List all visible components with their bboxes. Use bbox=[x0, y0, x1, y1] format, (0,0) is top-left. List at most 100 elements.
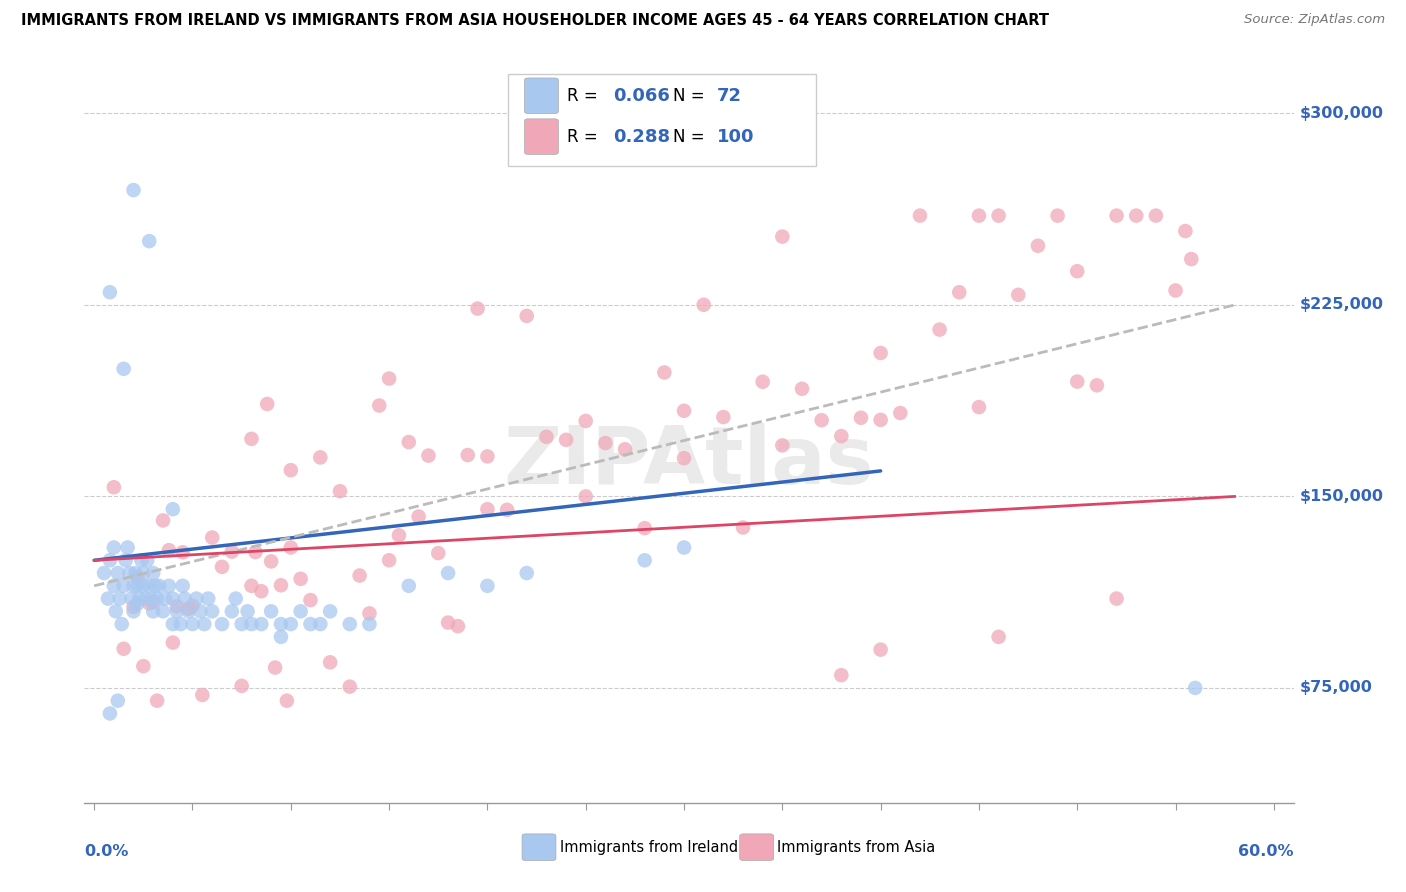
Point bbox=[193, 617, 215, 632]
Point bbox=[131, 553, 153, 567]
Point bbox=[166, 599, 188, 614]
Point bbox=[270, 630, 292, 644]
Point bbox=[270, 578, 292, 592]
Point bbox=[172, 579, 194, 593]
Point bbox=[457, 448, 479, 462]
Point bbox=[157, 579, 180, 593]
Point bbox=[869, 346, 891, 360]
Text: IMMIGRANTS FROM IRELAND VS IMMIGRANTS FROM ASIA HOUSEHOLDER INCOME AGES 45 - 64 : IMMIGRANTS FROM IRELAND VS IMMIGRANTS FR… bbox=[21, 13, 1049, 29]
Text: 0.288: 0.288 bbox=[613, 128, 669, 145]
Point bbox=[111, 617, 134, 632]
Point bbox=[368, 399, 391, 413]
Point bbox=[673, 541, 696, 555]
Point bbox=[967, 400, 990, 414]
Point bbox=[290, 604, 312, 618]
Point bbox=[98, 553, 121, 567]
Point bbox=[408, 509, 430, 524]
Point bbox=[103, 480, 125, 494]
Point bbox=[869, 642, 891, 657]
Point bbox=[132, 659, 155, 673]
Text: $300,000: $300,000 bbox=[1299, 106, 1384, 121]
Text: 0.0%: 0.0% bbox=[84, 844, 129, 858]
Point bbox=[114, 553, 136, 567]
Point bbox=[104, 604, 127, 618]
Point bbox=[634, 521, 657, 535]
Text: $225,000: $225,000 bbox=[1299, 297, 1384, 312]
Point bbox=[256, 397, 278, 411]
Point bbox=[1184, 681, 1206, 695]
Point bbox=[987, 630, 1010, 644]
Point bbox=[260, 604, 283, 618]
Point bbox=[143, 579, 166, 593]
Point bbox=[437, 566, 460, 580]
Point bbox=[132, 579, 155, 593]
Point bbox=[614, 442, 637, 457]
Text: $150,000: $150,000 bbox=[1299, 489, 1384, 504]
Point bbox=[1125, 209, 1147, 223]
Point bbox=[359, 607, 381, 621]
Point bbox=[138, 579, 160, 593]
Point bbox=[211, 559, 233, 574]
Point bbox=[673, 404, 696, 418]
Point bbox=[1164, 284, 1187, 298]
Point bbox=[221, 544, 243, 558]
Point bbox=[1174, 224, 1197, 238]
Point bbox=[1046, 209, 1069, 223]
Point bbox=[93, 566, 115, 580]
Text: 72: 72 bbox=[717, 87, 742, 104]
Point bbox=[264, 660, 287, 674]
Point bbox=[117, 541, 139, 555]
Point bbox=[181, 617, 204, 632]
Point bbox=[516, 566, 538, 580]
Point bbox=[309, 450, 332, 465]
Point bbox=[250, 617, 273, 632]
Point bbox=[157, 543, 180, 558]
Point bbox=[221, 604, 243, 618]
FancyBboxPatch shape bbox=[740, 834, 773, 861]
Point bbox=[231, 617, 253, 632]
Point bbox=[186, 591, 208, 606]
Point bbox=[290, 572, 312, 586]
Text: ZIPAtlas: ZIPAtlas bbox=[503, 423, 875, 501]
Point bbox=[103, 579, 125, 593]
Point bbox=[437, 615, 460, 630]
Point bbox=[1105, 591, 1128, 606]
Point bbox=[97, 591, 120, 606]
Text: N =: N = bbox=[673, 87, 710, 104]
Point bbox=[260, 554, 283, 568]
Point bbox=[240, 579, 263, 593]
Point bbox=[270, 617, 292, 632]
Point bbox=[319, 604, 342, 618]
Point bbox=[378, 371, 401, 385]
Point bbox=[634, 553, 657, 567]
Point bbox=[112, 579, 135, 593]
Point bbox=[128, 591, 150, 606]
Point bbox=[236, 604, 259, 618]
Text: Source: ZipAtlas.com: Source: ZipAtlas.com bbox=[1244, 13, 1385, 27]
Point bbox=[142, 604, 165, 618]
Point bbox=[987, 209, 1010, 223]
Point bbox=[190, 604, 212, 618]
Point bbox=[177, 602, 200, 616]
Point bbox=[889, 406, 911, 420]
Point bbox=[869, 413, 891, 427]
Point bbox=[447, 619, 470, 633]
Point bbox=[153, 591, 176, 606]
Text: $75,000: $75,000 bbox=[1299, 681, 1372, 696]
Point bbox=[166, 604, 188, 618]
FancyBboxPatch shape bbox=[524, 78, 558, 113]
Point bbox=[1066, 375, 1088, 389]
Point bbox=[711, 410, 734, 425]
Point bbox=[142, 566, 165, 580]
Point bbox=[122, 579, 145, 593]
Text: 60.0%: 60.0% bbox=[1239, 844, 1294, 858]
Point bbox=[225, 591, 247, 606]
Point bbox=[162, 617, 184, 632]
Point bbox=[948, 285, 970, 300]
FancyBboxPatch shape bbox=[524, 119, 558, 154]
Text: N =: N = bbox=[673, 128, 710, 145]
Point bbox=[280, 541, 302, 555]
Point bbox=[810, 413, 832, 427]
Point bbox=[654, 366, 676, 380]
Point bbox=[138, 234, 160, 248]
